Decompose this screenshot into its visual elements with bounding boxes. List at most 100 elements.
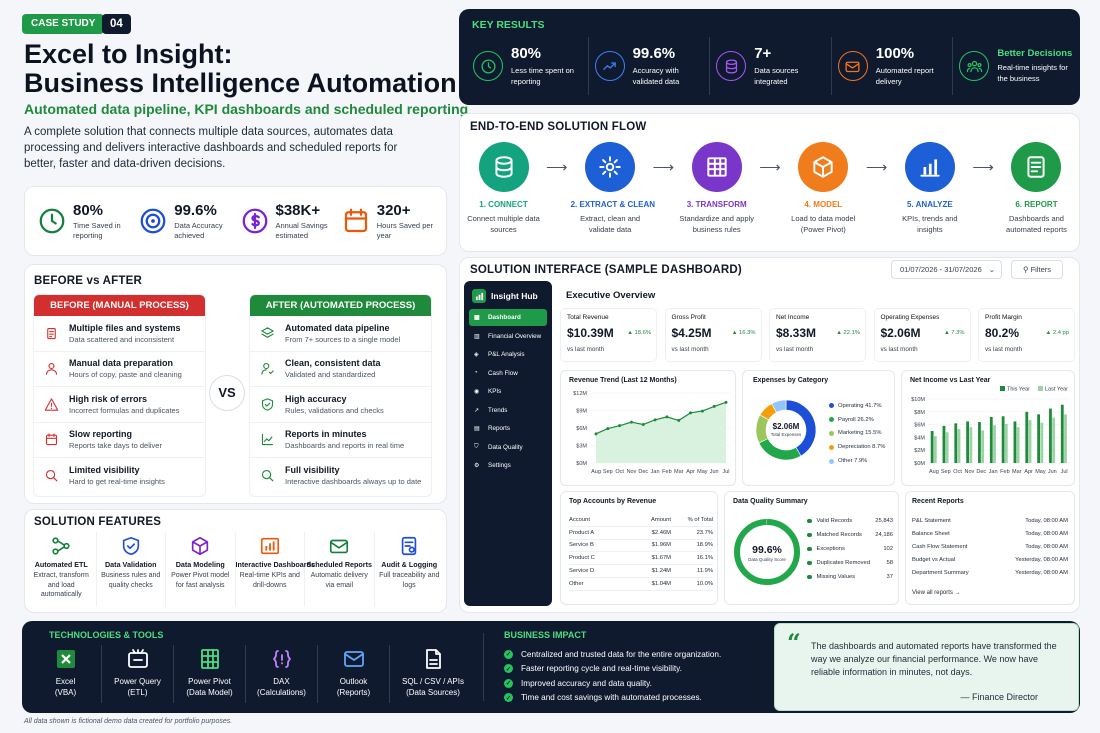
nav-item-cash-flow[interactable]: ◔ Cash Flow	[469, 365, 547, 382]
donut-legend-item: Payroll 26.2%	[829, 413, 894, 427]
key-result-label: Real-time insights for the business	[997, 63, 1068, 83]
quality-value: 102	[883, 546, 893, 552]
this-year-bar	[930, 431, 934, 463]
before-item-title: Multiple files and systems	[69, 322, 181, 333]
before-item: Manual data preparation Hours of copy, pa…	[34, 352, 205, 387]
view-all-reports-link[interactable]: View all reports →	[912, 590, 961, 596]
data-quality-title: Data Quality Summary	[733, 498, 808, 505]
table-cell: % of Total	[687, 516, 713, 523]
this-year-bar	[989, 416, 993, 463]
arrow-right-icon: ⟶	[865, 159, 888, 176]
kpi-card: Gross Profit $4.25M ▲ 16.3% vs last month	[664, 308, 762, 362]
kpi-card: Operating Expenses $2.06M ▲ 7.3% vs last mo…	[873, 308, 971, 362]
date-range-picker[interactable]: 01/07/2026 - 31/07/2026 ⌄	[891, 260, 1002, 279]
revenue-point	[689, 411, 693, 415]
feature-item: Audit & Logging Full traceability and log…	[375, 532, 445, 606]
divider	[483, 633, 484, 701]
kpi-card: Profit Margin 80.2% ▲ 2.4 pp vs last month	[978, 308, 1075, 362]
donut-legend-item: Depreciation 8.7%	[829, 440, 894, 454]
impact-item: ✓ Improved accuracy and data quality.	[504, 676, 772, 691]
before-item-title: Limited visibility	[69, 465, 140, 476]
shield-check-icon	[260, 397, 275, 412]
revenue-line	[595, 401, 727, 435]
last-year-bar	[933, 436, 937, 463]
dashboard-main: Executive Overview Total Revenue $10.39M ▲…	[560, 285, 1075, 607]
table-cell: 11.9%	[696, 568, 713, 575]
filters-label: Filters	[1030, 265, 1051, 274]
before-item-title: Slow reporting	[69, 429, 132, 440]
nav-item-financial-overview[interactable]: ▥ Financial Overview	[469, 328, 547, 345]
revenue-point	[618, 424, 622, 428]
x-tick-label: Dec	[976, 469, 986, 475]
report-row[interactable]: Department Summary Yesterday, 08:00 AM	[912, 566, 1068, 579]
check-icon: ✓	[504, 649, 513, 659]
table-row: Service D $1.24M 11.9%	[569, 565, 713, 578]
revenue-trend-title: Revenue Trend (Last 12 Months)	[569, 377, 677, 384]
this-year-bar	[978, 422, 981, 463]
power-pivot-icon	[174, 647, 245, 671]
nav-item-trends[interactable]: ↗ Trends	[469, 402, 547, 419]
donut-legend-item: Marketing 15.5%	[829, 427, 894, 441]
report-time: Yesterday, 08:00 AM	[1015, 556, 1068, 563]
this-year-bar	[1001, 416, 1005, 463]
report-name: Budget vs Actual	[912, 556, 956, 563]
summary-stat-label: Annual Savings estimated	[275, 220, 328, 240]
feature-desc: Extract, transform and load automaticall…	[33, 572, 89, 598]
table-cell: $2.46M	[651, 529, 671, 536]
flow-step-desc: Dashboards and automated reports	[1006, 214, 1067, 234]
nav-icon: ▦	[474, 315, 480, 321]
tech-item: Excel (VBA)	[30, 645, 102, 703]
legend-label: Last Year	[1045, 387, 1068, 393]
report-row[interactable]: P&L Statement Today, 08:00 AM	[912, 514, 1068, 527]
tech-sub: (Calculations)	[257, 688, 306, 697]
this-year-bar	[1060, 404, 1064, 463]
donut-slice	[758, 438, 802, 461]
nav-label: Trends	[488, 406, 508, 414]
flow-panel: END-TO-END SOLUTION FLOW 1. CONNECT Conne…	[459, 113, 1080, 252]
x-tick-label: Nov	[627, 469, 637, 475]
table-cell: Service B	[569, 542, 594, 549]
nav-item-settings[interactable]: ⚙ Settings	[469, 457, 547, 474]
summary-stat: $38K+ Annual Savings estimated	[236, 202, 337, 241]
excel-icon	[30, 647, 101, 671]
summary-stat-label: Hours Saved per year	[376, 220, 434, 240]
key-result-item: 100% Automated report delivery	[832, 37, 954, 95]
report-time: Today, 08:00 AM	[1025, 517, 1068, 524]
bar-chart-icon	[904, 142, 955, 192]
table-cell: $1.04M	[651, 580, 671, 587]
nav-item-p-l-analysis[interactable]: ◈ P&L Analysis	[469, 346, 547, 363]
after-item: High accuracy Rules, validations and chec…	[250, 387, 431, 423]
nav-label: Financial Overview	[488, 332, 542, 340]
after-item-title: Full visibility	[285, 465, 340, 476]
stack-icon	[260, 326, 275, 341]
bottom-bar: TECHNOLOGIES & TOOLS Excel (VBA) Power Que…	[22, 621, 1080, 713]
kpi-change: ▲ 7.3%	[943, 330, 965, 336]
nav-icon: ▤	[474, 426, 480, 432]
legend-label: This Year	[1007, 387, 1030, 393]
nav-item-reports[interactable]: ▤ Reports	[469, 420, 547, 437]
app-brand: Insight Hub	[464, 281, 552, 309]
quality-label: Missing Values	[816, 574, 856, 580]
table-header: Account Amount % of Total	[569, 514, 713, 527]
flow-step: 1. CONNECT Connect multiple data sources	[464, 142, 543, 235]
report-row[interactable]: Balance Sheet Today, 08:00 AM	[912, 527, 1068, 540]
nav-item-kpis[interactable]: ◉ KPIs	[469, 383, 547, 400]
tech-item: DAX (Calculations)	[246, 645, 318, 703]
y-tick-label: $6M	[914, 423, 925, 429]
report-row[interactable]: Budget vs Actual Yesterday, 08:00 AM	[912, 553, 1068, 566]
page-subtitle: Automated data pipeline, KPI dashboards …	[24, 101, 469, 117]
kpi-sub: vs last month	[671, 346, 709, 353]
key-result-value: 80%	[511, 45, 542, 62]
nav-item-data-quality[interactable]: ⛉ Data Quality	[469, 439, 547, 456]
nav-icon: ◔	[474, 370, 478, 376]
cube-icon	[166, 535, 235, 557]
report-icon	[1011, 142, 1062, 192]
report-row[interactable]: Cash Flow Statement Today, 08:00 AM	[912, 540, 1068, 553]
before-item-desc: Hours of copy, paste and cleaning	[69, 370, 182, 380]
x-tick-label: Aug	[929, 469, 939, 475]
nav-item-dashboard[interactable]: ▦ Dashboard	[469, 309, 547, 326]
table-cell: Other	[569, 580, 584, 587]
kpi-change: ▲ 16.3%	[731, 330, 756, 336]
filters-button[interactable]: ⚲ Filters	[1011, 260, 1063, 279]
feature-title: Interactive Dashboards	[235, 560, 316, 569]
